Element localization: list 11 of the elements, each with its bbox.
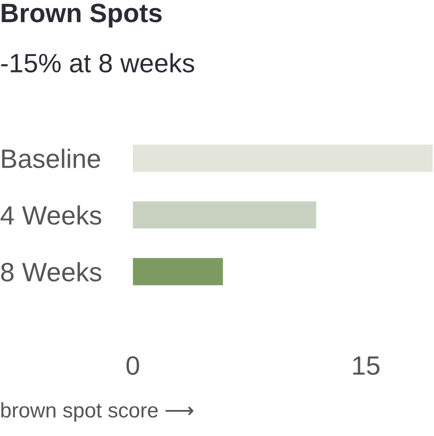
y-tick-label: 4 Weeks [0,205,102,225]
y-tick-label: Baseline [2,148,100,168]
y-tick-label: 8 Weeks [1,262,102,282]
bar [132,258,223,286]
chart-subtitle: -15% at 8 weeks [1,53,194,72]
x-tick-label: 15 [353,356,380,375]
bar [132,144,433,172]
x-tick-label: 0 [126,356,140,375]
bar [132,201,316,229]
chart-title: Brown Spots [2,4,162,28]
text: brown spot score ⟶ [1,402,194,422]
